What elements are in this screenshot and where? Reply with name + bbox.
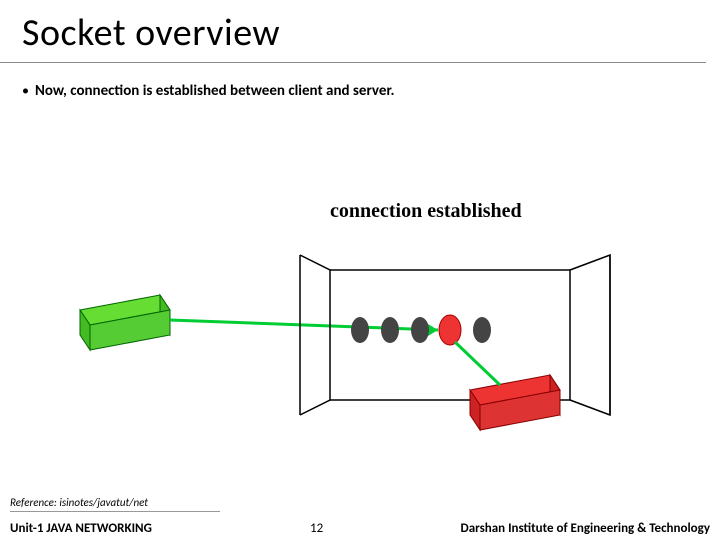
client-box (80, 295, 170, 350)
footer-unit: Unit-1 JAVA NETWORKING (10, 521, 152, 536)
bullet-text: Now, connection is established between c… (35, 81, 394, 101)
slide-footer: Unit-1 JAVA NETWORKING 12 Darshan Instit… (0, 516, 720, 540)
slide-title: Socket overview (0, 0, 706, 63)
port-connector (455, 342, 500, 385)
server-ports (351, 315, 491, 345)
bullet-marker: • (22, 81, 29, 101)
connection-diagram: connection established (70, 200, 640, 450)
diagram-label: connection established (330, 200, 522, 223)
reference-text: Reference: isinotes/javatut/net (10, 496, 220, 512)
footer-page-number: 12 (310, 521, 323, 536)
diagram-svg (70, 200, 640, 450)
footer-institute: Darshan Institute of Engineering & Techn… (461, 521, 711, 536)
bullet-item: • Now, connection is established between… (0, 63, 720, 101)
server-box (470, 375, 560, 430)
